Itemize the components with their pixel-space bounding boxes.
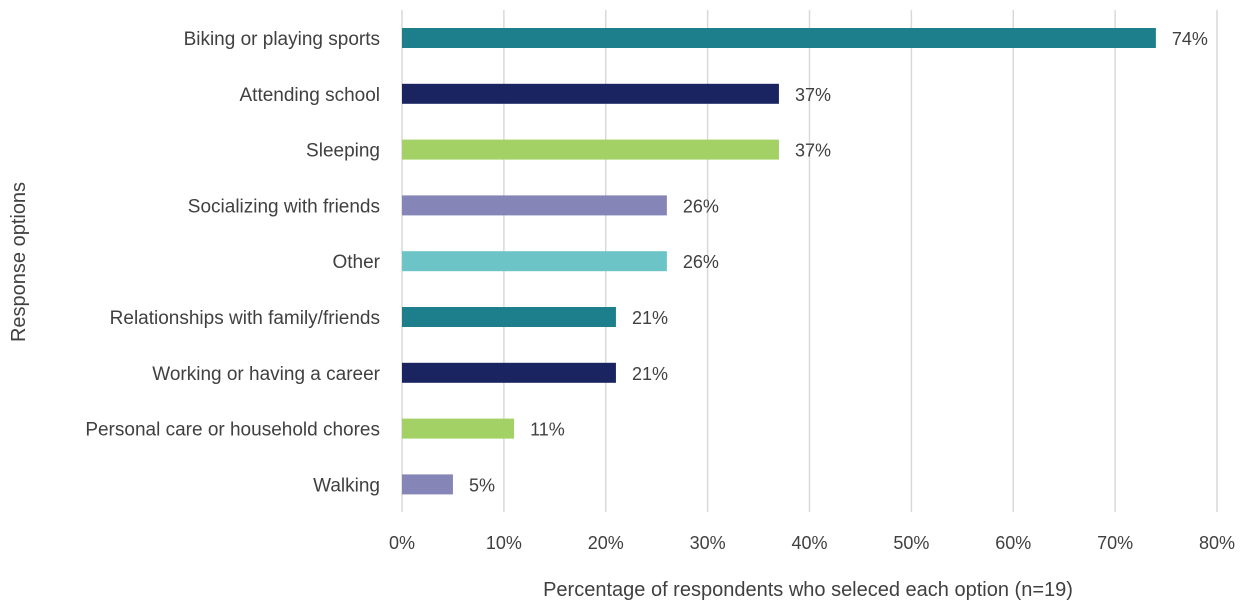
bar-2 <box>402 83 779 104</box>
category-label-6: Relationships with family/friends <box>110 308 380 329</box>
data-label-8: 11% <box>530 420 565 440</box>
data-label-2: 37% <box>795 85 831 105</box>
data-label-9: 5% <box>469 475 495 495</box>
x-tick-label-60: 60% <box>995 533 1031 553</box>
bar-6 <box>402 307 616 327</box>
data-label-7: 21% <box>632 364 668 384</box>
category-label-9: Walking <box>313 475 380 496</box>
bar-8 <box>402 418 515 439</box>
x-tick-label-40: 40% <box>791 533 827 553</box>
data-label-1: 74% <box>1172 29 1208 49</box>
bar-3 <box>402 139 779 160</box>
category-label-4: Socializing with friends <box>188 196 380 217</box>
x-tick-label-20: 20% <box>588 533 624 553</box>
bar-9 <box>402 474 453 495</box>
data-labels: 74% 37% 37% 26% 26% 21% 21% 11% 5% <box>469 29 1208 495</box>
bar-4 <box>402 195 667 216</box>
bars <box>402 28 1156 495</box>
category-label-7: Working or having a career <box>152 364 380 385</box>
x-tick-label-50: 50% <box>893 533 929 553</box>
data-label-4: 26% <box>683 196 719 216</box>
x-tick-label-10: 10% <box>486 533 522 553</box>
y-axis-title: Response options <box>8 182 30 342</box>
category-label-1: Biking or playing sports <box>184 29 380 50</box>
bar-7 <box>402 362 616 383</box>
category-label-8: Personal care or household chores <box>85 420 380 441</box>
bar-1 <box>402 28 1156 48</box>
x-tick-label-30: 30% <box>690 533 726 553</box>
data-label-6: 21% <box>632 308 668 328</box>
x-tick-label-0: 0% <box>389 533 415 553</box>
category-label-3: Sleeping <box>306 141 380 162</box>
x-tick-label-70: 70% <box>1097 533 1133 553</box>
category-label-5: Other <box>332 252 380 273</box>
x-tick-labels: 0% 10% 20% 30% 40% 50% 60% 70% 80% <box>389 533 1235 553</box>
category-labels: Biking or playing sports Attending school… <box>85 29 380 496</box>
category-label-2: Attending school <box>240 85 381 106</box>
x-axis-title: Percentage of respondents who seleced ea… <box>543 579 1073 601</box>
bar-5 <box>402 251 667 272</box>
data-label-5: 26% <box>683 252 719 272</box>
data-label-3: 37% <box>795 141 831 161</box>
x-tick-label-80: 80% <box>1199 533 1235 553</box>
